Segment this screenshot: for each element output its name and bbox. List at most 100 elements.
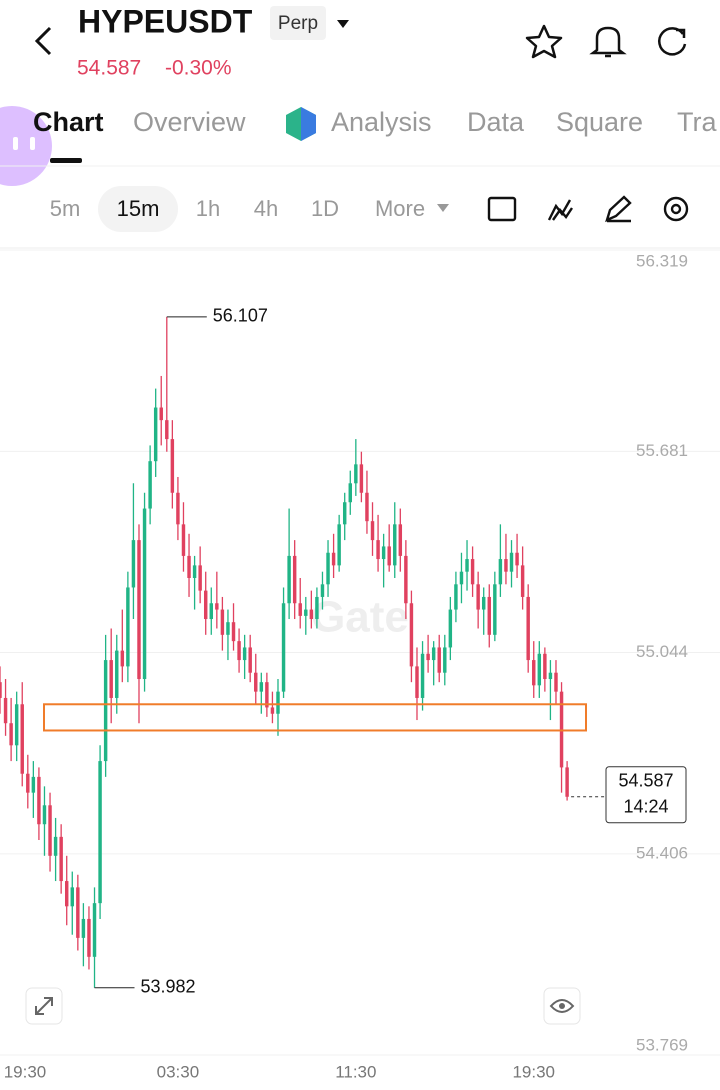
candle-body — [20, 704, 24, 774]
alert-icon[interactable] — [589, 26, 627, 58]
bubble-eye — [30, 137, 35, 150]
candle-body — [26, 773, 30, 793]
candle-body — [276, 691, 280, 714]
low-label: 53.982 — [141, 977, 196, 997]
candle-body — [248, 647, 252, 673]
candle-body — [515, 552, 519, 566]
candle-body — [98, 761, 102, 904]
candle-body — [420, 653, 425, 698]
candle-body — [159, 407, 163, 421]
candle-body — [532, 660, 536, 686]
candle-body — [281, 603, 286, 692]
interval[interactable]: 15m — [117, 196, 160, 221]
ai-icon-half — [301, 107, 316, 141]
settings-tool[interactable] — [663, 196, 689, 222]
candle-body — [348, 483, 352, 503]
bubble-eye — [13, 137, 18, 150]
candle-body — [70, 887, 75, 907]
layout-tool[interactable] — [487, 196, 517, 222]
draw-tool[interactable] — [605, 195, 632, 223]
candle-body — [170, 439, 175, 493]
eye-pupil — [559, 1003, 565, 1009]
candle-body — [443, 647, 447, 673]
indicator-tool[interactable] — [547, 199, 573, 221]
x-tick-label: 03:30 — [157, 1062, 200, 1081]
candle-body — [298, 603, 302, 616]
candle-body — [370, 521, 375, 541]
candle-body — [76, 887, 80, 938]
candle-body — [109, 660, 113, 698]
candle-body — [259, 682, 264, 692]
tab[interactable]: Square — [556, 107, 643, 137]
candle-body — [504, 559, 508, 572]
candle-body — [354, 464, 358, 484]
candle-body — [520, 565, 525, 597]
tab[interactable]: Chart — [33, 107, 104, 137]
interval[interactable]: 1D — [311, 196, 339, 221]
candle-body — [192, 565, 197, 578]
share-icon[interactable] — [658, 27, 687, 56]
candle-body — [187, 555, 191, 578]
candle-body — [209, 603, 213, 620]
interval[interactable]: 5m — [50, 196, 81, 221]
candle-body — [331, 552, 336, 566]
tab[interactable]: Overview — [133, 107, 246, 137]
candle-body — [270, 707, 275, 714]
candle-body — [459, 571, 464, 585]
countdown: 14:24 — [623, 797, 668, 817]
candle-body — [231, 622, 236, 642]
back-button[interactable] — [34, 26, 52, 56]
dropdown-icon[interactable] — [337, 20, 349, 28]
candle-body — [565, 767, 569, 797]
tab[interactable]: Analysis — [331, 107, 432, 137]
badge-bg — [270, 6, 326, 40]
candle-body — [470, 559, 475, 585]
x-tick-label: 11:30 — [335, 1062, 376, 1081]
candle-body — [153, 407, 158, 462]
x-tick-label: 19:30 — [4, 1062, 47, 1081]
candle-body — [404, 555, 408, 604]
candle-body — [426, 653, 430, 661]
more-arrow[interactable] — [437, 204, 449, 212]
interval[interactable]: 4h — [254, 196, 278, 221]
tab[interactable]: Data — [467, 107, 525, 137]
candle-body — [543, 653, 547, 680]
candle-body — [64, 881, 69, 907]
candle-body — [381, 546, 386, 560]
candle-body — [0, 682, 2, 698]
price-box — [605, 766, 687, 824]
candle-body — [181, 524, 186, 556]
candle-body — [337, 524, 341, 566]
candle-body — [476, 584, 480, 610]
tab-indicator — [50, 158, 82, 163]
chart-tools — [487, 195, 689, 223]
candle-body — [320, 584, 325, 597]
candle-body — [198, 565, 202, 591]
candle-body — [237, 641, 241, 661]
candle-body — [537, 653, 542, 686]
candle-body — [3, 697, 8, 724]
candle-body — [203, 590, 208, 620]
interval[interactable]: 1h — [196, 196, 220, 221]
favorite-icon[interactable] — [525, 24, 563, 59]
candle-body — [87, 918, 91, 957]
candle-body — [137, 540, 141, 680]
y-tick-label: 56.319 — [636, 251, 688, 270]
tab[interactable]: Tra — [677, 107, 717, 137]
candle-body — [309, 609, 314, 620]
watermark: Gate — [311, 593, 409, 642]
candle-body — [131, 540, 136, 588]
y-tick-label: 53.769 — [636, 1035, 688, 1054]
candle-body — [120, 650, 125, 667]
candle-body — [548, 672, 553, 680]
high-label: 56.107 — [213, 306, 268, 326]
candle-body — [292, 555, 297, 604]
candle-body — [437, 647, 441, 673]
candle-body — [493, 584, 497, 635]
x-tick-label: 19:30 — [512, 1062, 555, 1081]
interval[interactable]: More — [375, 196, 425, 221]
eye-icon — [549, 999, 575, 1013]
candle-body — [481, 596, 486, 610]
